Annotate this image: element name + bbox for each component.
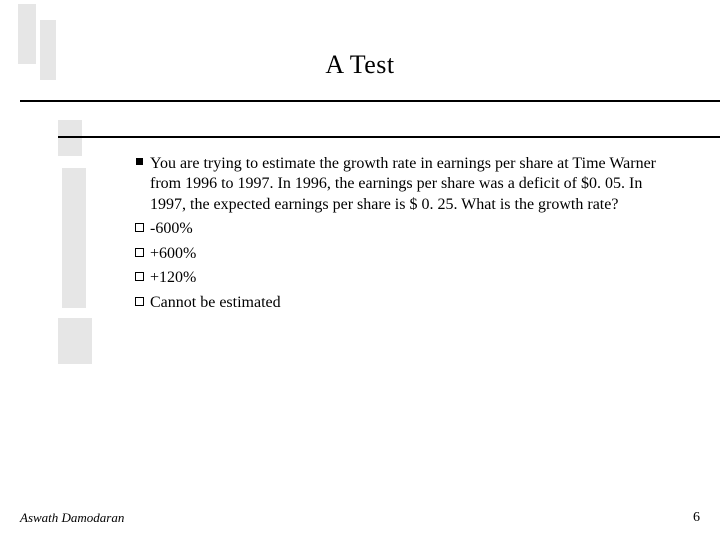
- filled-square-bullet-icon: [128, 154, 150, 165]
- open-square-bullet-icon: [128, 219, 150, 232]
- open-square-bullet-icon: [128, 293, 150, 306]
- option-row: +600%: [128, 244, 680, 264]
- question-row: You are trying to estimate the growth ra…: [128, 154, 680, 215]
- slide-title: A Test: [0, 50, 720, 80]
- shadow-bar: [62, 168, 86, 308]
- shadow-bar: [58, 318, 92, 364]
- open-square-bullet-icon: [128, 268, 150, 281]
- option-text: Cannot be estimated: [150, 293, 680, 313]
- option-text: -600%: [150, 219, 680, 239]
- option-row: +120%: [128, 268, 680, 288]
- slide: A Test You are trying to estimate the gr…: [0, 0, 720, 540]
- horizontal-rule-sub: [58, 136, 720, 138]
- option-text: +120%: [150, 268, 680, 288]
- question-text: You are trying to estimate the growth ra…: [150, 154, 680, 215]
- option-row: -600%: [128, 219, 680, 239]
- footer-author: Aswath Damodaran: [20, 510, 124, 526]
- footer-page-number: 6: [693, 510, 700, 526]
- option-row: Cannot be estimated: [128, 293, 680, 313]
- option-text: +600%: [150, 244, 680, 264]
- content-area: You are trying to estimate the growth ra…: [128, 154, 680, 317]
- shadow-bar: [58, 120, 82, 156]
- title-area: A Test: [0, 50, 720, 80]
- horizontal-rule-top: [20, 100, 720, 102]
- open-square-bullet-icon: [128, 244, 150, 257]
